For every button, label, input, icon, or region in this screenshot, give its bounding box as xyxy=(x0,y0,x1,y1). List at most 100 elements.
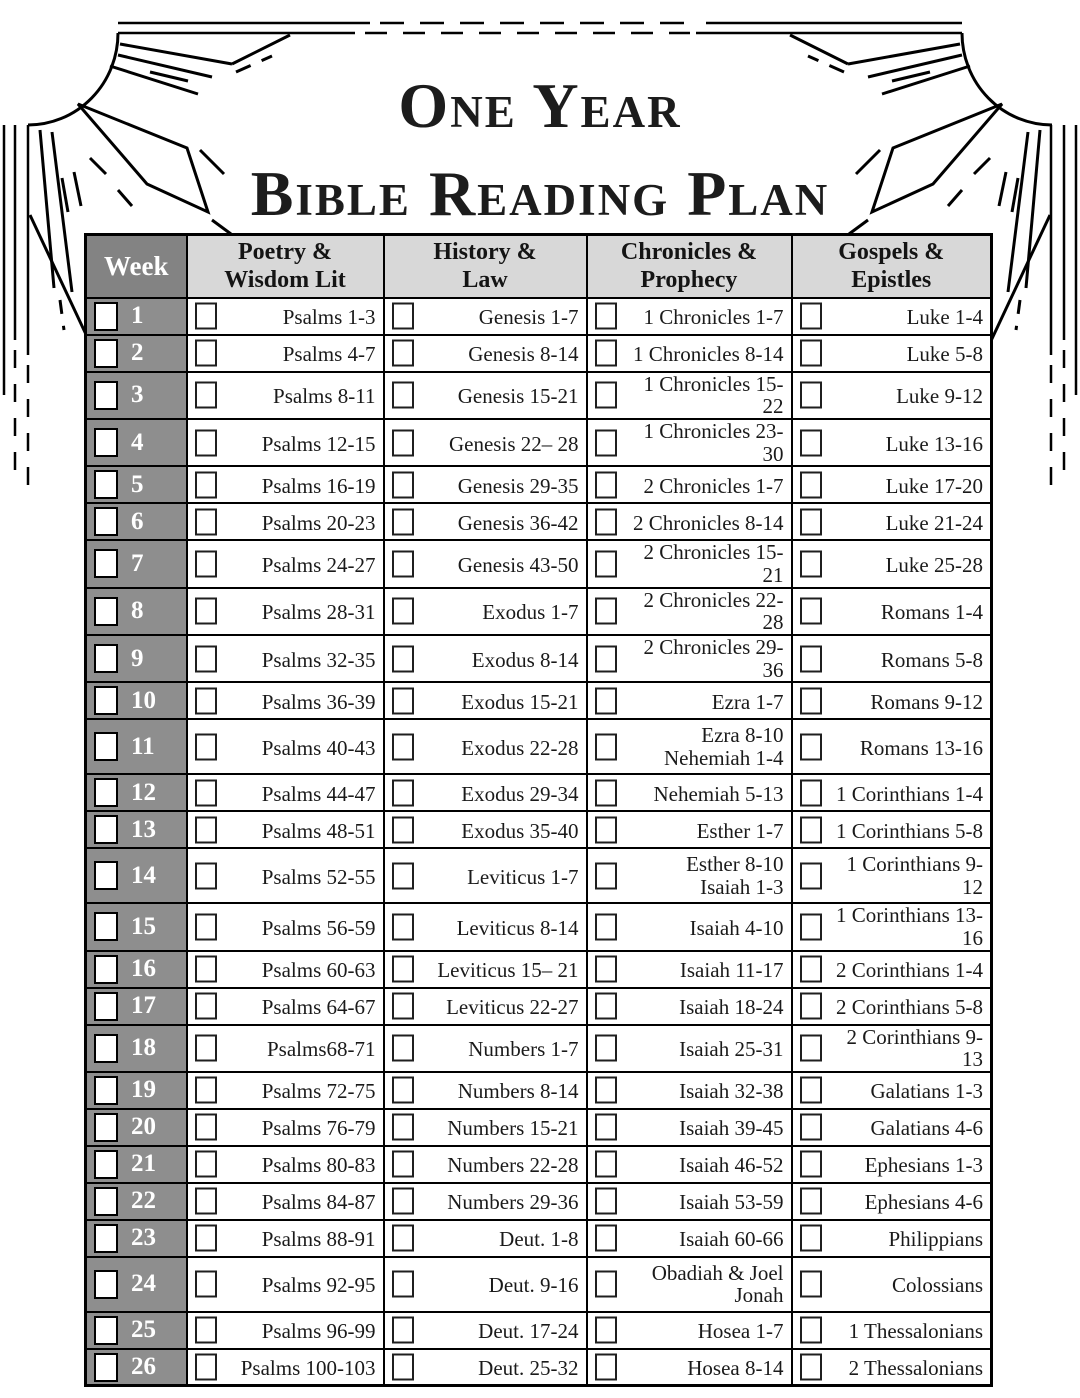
reading-checkbox[interactable] xyxy=(799,1150,822,1178)
week-checkbox[interactable] xyxy=(94,1186,118,1216)
reading-checkbox[interactable] xyxy=(799,381,822,409)
reading-checkbox[interactable] xyxy=(799,471,822,499)
reading-checkbox[interactable] xyxy=(799,550,822,578)
reading-checkbox[interactable] xyxy=(799,339,822,367)
reading-checkbox[interactable] xyxy=(594,1270,617,1298)
reading-checkbox[interactable] xyxy=(194,779,217,807)
reading-checkbox[interactable] xyxy=(391,597,414,625)
reading-checkbox[interactable] xyxy=(194,339,217,367)
reading-checkbox[interactable] xyxy=(799,1076,822,1104)
week-checkbox[interactable] xyxy=(94,954,118,984)
reading-checkbox[interactable] xyxy=(391,429,414,457)
week-checkbox[interactable] xyxy=(94,732,118,762)
week-checkbox[interactable] xyxy=(94,1112,118,1142)
reading-checkbox[interactable] xyxy=(194,1224,217,1252)
reading-checkbox[interactable] xyxy=(194,1113,217,1141)
week-checkbox[interactable] xyxy=(94,428,118,458)
reading-checkbox[interactable] xyxy=(799,1224,822,1252)
reading-checkbox[interactable] xyxy=(594,687,617,715)
reading-checkbox[interactable] xyxy=(391,816,414,844)
reading-checkbox[interactable] xyxy=(194,955,217,983)
week-checkbox[interactable] xyxy=(94,1149,118,1179)
reading-checkbox[interactable] xyxy=(391,779,414,807)
reading-checkbox[interactable] xyxy=(799,687,822,715)
week-checkbox[interactable] xyxy=(94,912,118,942)
reading-checkbox[interactable] xyxy=(799,733,822,761)
reading-checkbox[interactable] xyxy=(391,913,414,941)
week-checkbox[interactable] xyxy=(94,1223,118,1253)
reading-checkbox[interactable] xyxy=(391,1034,414,1062)
reading-checkbox[interactable] xyxy=(594,1316,617,1344)
week-checkbox[interactable] xyxy=(94,380,118,410)
reading-checkbox[interactable] xyxy=(799,1270,822,1298)
reading-checkbox[interactable] xyxy=(391,733,414,761)
reading-checkbox[interactable] xyxy=(391,381,414,409)
reading-checkbox[interactable] xyxy=(799,816,822,844)
reading-checkbox[interactable] xyxy=(799,992,822,1020)
reading-checkbox[interactable] xyxy=(594,339,617,367)
reading-checkbox[interactable] xyxy=(594,1353,617,1381)
reading-checkbox[interactable] xyxy=(594,381,617,409)
reading-checkbox[interactable] xyxy=(799,1316,822,1344)
reading-checkbox[interactable] xyxy=(594,429,617,457)
reading-checkbox[interactable] xyxy=(594,955,617,983)
reading-checkbox[interactable] xyxy=(391,550,414,578)
reading-checkbox[interactable] xyxy=(391,1076,414,1104)
week-checkbox[interactable] xyxy=(94,1075,118,1105)
reading-checkbox[interactable] xyxy=(194,302,217,330)
reading-checkbox[interactable] xyxy=(594,1150,617,1178)
reading-checkbox[interactable] xyxy=(391,645,414,673)
week-checkbox[interactable] xyxy=(94,301,118,331)
reading-checkbox[interactable] xyxy=(594,1076,617,1104)
reading-checkbox[interactable] xyxy=(799,1034,822,1062)
reading-checkbox[interactable] xyxy=(391,1316,414,1344)
reading-checkbox[interactable] xyxy=(194,1076,217,1104)
reading-checkbox[interactable] xyxy=(194,862,217,890)
reading-checkbox[interactable] xyxy=(594,733,617,761)
week-checkbox[interactable] xyxy=(94,1269,118,1299)
reading-checkbox[interactable] xyxy=(391,302,414,330)
reading-checkbox[interactable] xyxy=(594,471,617,499)
reading-checkbox[interactable] xyxy=(194,381,217,409)
reading-checkbox[interactable] xyxy=(594,1113,617,1141)
reading-checkbox[interactable] xyxy=(391,1187,414,1215)
week-checkbox[interactable] xyxy=(94,778,118,808)
week-checkbox[interactable] xyxy=(94,1352,118,1382)
reading-checkbox[interactable] xyxy=(391,992,414,1020)
reading-checkbox[interactable] xyxy=(391,955,414,983)
reading-checkbox[interactable] xyxy=(594,1187,617,1215)
reading-checkbox[interactable] xyxy=(391,1270,414,1298)
reading-checkbox[interactable] xyxy=(194,733,217,761)
reading-checkbox[interactable] xyxy=(194,816,217,844)
reading-checkbox[interactable] xyxy=(799,597,822,625)
week-checkbox[interactable] xyxy=(94,470,118,500)
reading-checkbox[interactable] xyxy=(391,339,414,367)
reading-checkbox[interactable] xyxy=(391,1150,414,1178)
reading-checkbox[interactable] xyxy=(194,913,217,941)
reading-checkbox[interactable] xyxy=(194,645,217,673)
reading-checkbox[interactable] xyxy=(194,597,217,625)
reading-checkbox[interactable] xyxy=(391,687,414,715)
reading-checkbox[interactable] xyxy=(194,687,217,715)
reading-checkbox[interactable] xyxy=(194,429,217,457)
reading-checkbox[interactable] xyxy=(194,1034,217,1062)
reading-checkbox[interactable] xyxy=(194,1353,217,1381)
reading-checkbox[interactable] xyxy=(194,550,217,578)
week-checkbox[interactable] xyxy=(94,1033,118,1063)
reading-checkbox[interactable] xyxy=(194,1187,217,1215)
week-checkbox[interactable] xyxy=(94,338,118,368)
reading-checkbox[interactable] xyxy=(594,913,617,941)
reading-checkbox[interactable] xyxy=(799,862,822,890)
reading-checkbox[interactable] xyxy=(594,302,617,330)
reading-checkbox[interactable] xyxy=(194,1150,217,1178)
week-checkbox[interactable] xyxy=(94,549,118,579)
week-checkbox[interactable] xyxy=(94,596,118,626)
reading-checkbox[interactable] xyxy=(799,302,822,330)
reading-checkbox[interactable] xyxy=(594,550,617,578)
reading-checkbox[interactable] xyxy=(194,1270,217,1298)
reading-checkbox[interactable] xyxy=(194,992,217,1020)
reading-checkbox[interactable] xyxy=(391,862,414,890)
reading-checkbox[interactable] xyxy=(391,1353,414,1381)
reading-checkbox[interactable] xyxy=(594,597,617,625)
reading-checkbox[interactable] xyxy=(799,955,822,983)
